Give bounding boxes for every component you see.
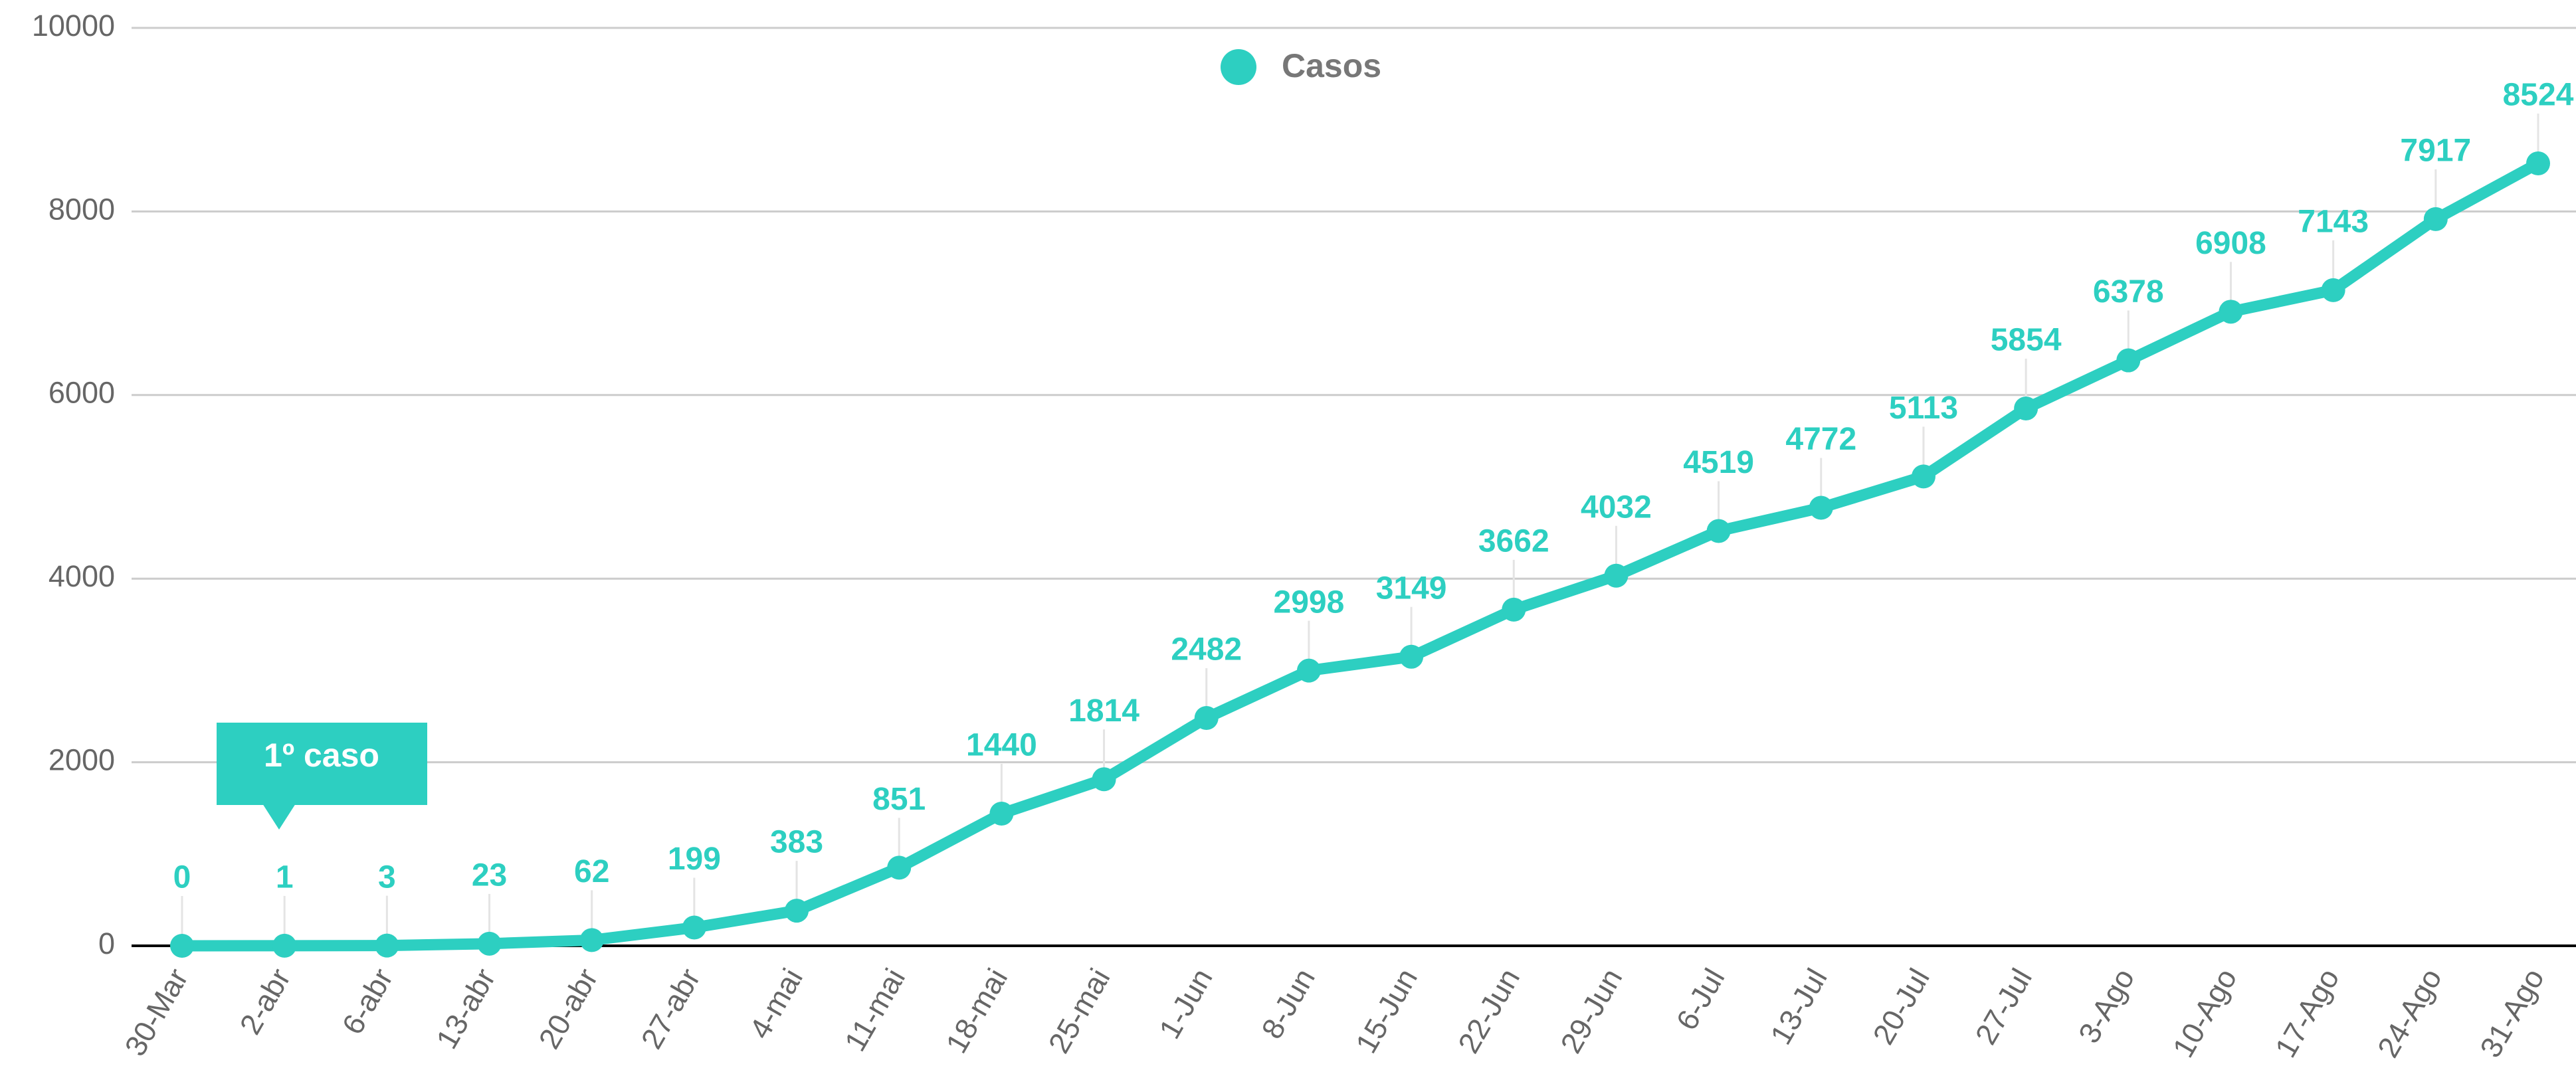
legend-marker [1221, 49, 1256, 85]
x-tick-label: 3-Ago [2072, 962, 2141, 1049]
data-point [1296, 658, 1321, 683]
x-tick-label: 13-Jul [1763, 962, 1833, 1050]
data-label: 1 [276, 860, 294, 895]
data-point [682, 915, 706, 940]
data-label: 2482 [1171, 632, 1242, 668]
annotation-text: 1º caso [264, 737, 379, 774]
x-tick-label: 25-mai [1042, 962, 1117, 1059]
x-tick-label: 17-Ago [2268, 962, 2346, 1063]
x-tick-label: 15-Jun [1349, 962, 1424, 1059]
y-tick-label: 0 [98, 927, 115, 960]
data-point [2321, 278, 2345, 302]
data-point [2116, 348, 2141, 373]
y-tick-label: 2000 [49, 743, 115, 776]
x-tick-label: 4-mai [743, 962, 809, 1044]
y-tick-label: 4000 [49, 559, 115, 593]
data-label: 383 [770, 825, 823, 860]
x-tick-label: 2-abr [233, 962, 297, 1039]
data-label: 7917 [2400, 134, 2471, 169]
data-label: 7143 [2298, 205, 2369, 240]
x-tick-label: 13-abr [429, 962, 502, 1054]
data-point [887, 855, 912, 880]
data-label: 4519 [1683, 445, 1754, 480]
data-label: 2998 [1274, 584, 1345, 620]
x-tick-label: 27-Jul [1969, 962, 2038, 1050]
data-label: 3149 [1376, 571, 1447, 606]
data-point [785, 899, 809, 923]
data-label: 5854 [1991, 323, 2062, 358]
data-label: 1440 [966, 728, 1037, 763]
data-point [1809, 495, 1833, 520]
y-tick-label: 6000 [49, 376, 115, 410]
x-tick-label: 20-Jul [1866, 962, 1935, 1050]
data-point [1399, 644, 1424, 669]
data-point [375, 933, 399, 958]
data-point [2014, 396, 2038, 420]
data-point [1911, 464, 1935, 489]
data-label: 851 [872, 782, 926, 817]
data-point [2526, 151, 2550, 175]
x-tick-label: 22-Jun [1451, 962, 1526, 1059]
data-label: 23 [472, 857, 507, 893]
data-point [989, 801, 1014, 826]
x-tick-label: 6-abr [336, 962, 400, 1039]
data-label: 8524 [2503, 78, 2574, 113]
data-label: 4772 [1785, 422, 1856, 457]
x-tick-label: 31-Ago [2473, 962, 2551, 1063]
data-point [272, 933, 297, 958]
legend-label: Casos [1282, 47, 1381, 84]
data-point [1092, 767, 1116, 792]
x-tick-label: 18-mai [939, 962, 1014, 1059]
x-tick-label: 6-Jul [1670, 962, 1732, 1035]
data-point [1502, 597, 1526, 622]
data-label: 3 [378, 859, 396, 895]
data-label: 5113 [1889, 391, 1958, 426]
data-point [2423, 207, 2448, 231]
data-label: 199 [668, 842, 721, 877]
x-tick-label: 30-Mar [118, 962, 195, 1061]
x-tick-label: 24-Ago [2371, 962, 2448, 1063]
data-label: 3662 [1478, 524, 1549, 559]
x-tick-label: 27-abr [635, 962, 707, 1054]
data-point [1706, 519, 1731, 543]
data-point [2219, 300, 2243, 324]
data-point [1194, 705, 1219, 730]
data-point [579, 928, 604, 952]
x-tick-label: 20-abr [532, 962, 604, 1054]
x-tick-label: 1-Jun [1152, 962, 1219, 1044]
x-tick-label: 8-Jun [1254, 962, 1321, 1044]
data-point [170, 934, 194, 958]
x-tick-label: 11-mai [838, 962, 912, 1057]
annotation-pointer [262, 804, 296, 830]
x-tick-label: 10-Ago [2166, 962, 2244, 1063]
annotation-box [217, 723, 427, 805]
y-tick-label: 10000 [32, 9, 115, 43]
data-label: 4032 [1581, 490, 1652, 525]
data-point [477, 931, 502, 956]
data-point [1604, 563, 1629, 588]
annotation: 1º caso [217, 723, 427, 830]
x-tick-label: 29-Jun [1553, 962, 1629, 1059]
data-label: 62 [574, 854, 609, 889]
data-label: 1814 [1068, 693, 1139, 729]
series-line [181, 158, 2541, 952]
data-label: 6908 [2195, 226, 2266, 261]
data-label: 6378 [2093, 274, 2164, 310]
y-tick-label: 8000 [49, 192, 115, 226]
data-label: 0 [173, 860, 191, 895]
